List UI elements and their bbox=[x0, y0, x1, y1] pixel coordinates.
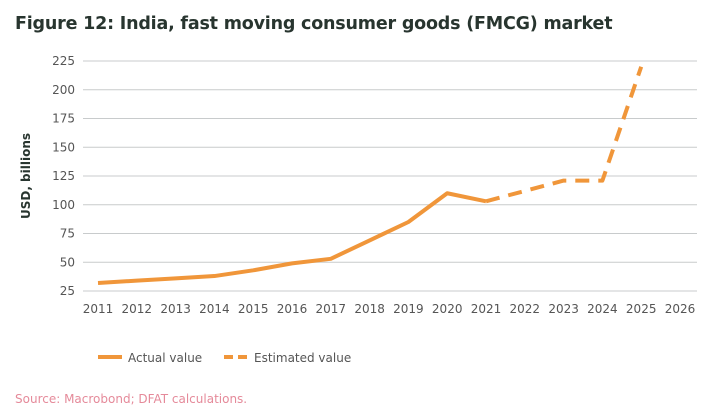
x-tick-label: 2025 bbox=[626, 302, 657, 316]
source-note: Source: Macrobond; DFAT calculations. bbox=[15, 392, 248, 406]
x-tick-label: 2014 bbox=[199, 302, 230, 316]
y-tick-label: 200 bbox=[52, 83, 75, 97]
x-tick-label: 2015 bbox=[238, 302, 269, 316]
series-line-estimated bbox=[485, 66, 644, 204]
y-tick-label: 150 bbox=[52, 140, 75, 154]
legend-label: Estimated value bbox=[254, 351, 351, 365]
y-tick-label: 125 bbox=[52, 169, 75, 183]
y-tick-label: 75 bbox=[60, 227, 75, 241]
y-tick-label: 25 bbox=[60, 284, 75, 298]
series-line-actual bbox=[97, 191, 487, 285]
x-tick-label: 2012 bbox=[122, 302, 153, 316]
chart-title: Figure 12: India, fast moving consumer g… bbox=[15, 14, 613, 34]
y-tick-label: 175 bbox=[52, 112, 75, 126]
x-tick-label: 2016 bbox=[277, 302, 308, 316]
legend-label: Actual value bbox=[128, 351, 202, 365]
x-tick-label: 2022 bbox=[510, 302, 541, 316]
x-tick-label: 2013 bbox=[160, 302, 191, 316]
y-tick-label: 225 bbox=[52, 54, 75, 68]
x-tick-label: 2019 bbox=[393, 302, 424, 316]
x-tick-label: 2020 bbox=[432, 302, 463, 316]
y-tick-label: 50 bbox=[60, 255, 75, 269]
y-tick-label: 100 bbox=[52, 198, 75, 212]
x-tick-label: 2024 bbox=[587, 302, 618, 316]
x-tick-label: 2017 bbox=[316, 302, 347, 316]
x-tick-label: 2026 bbox=[665, 302, 696, 316]
x-tick-label: 2023 bbox=[548, 302, 579, 316]
y-axis-label: USD, billions bbox=[19, 133, 33, 219]
x-tick-label: 2018 bbox=[354, 302, 385, 316]
x-tick-label: 2011 bbox=[83, 302, 114, 316]
x-tick-label: 2021 bbox=[471, 302, 502, 316]
